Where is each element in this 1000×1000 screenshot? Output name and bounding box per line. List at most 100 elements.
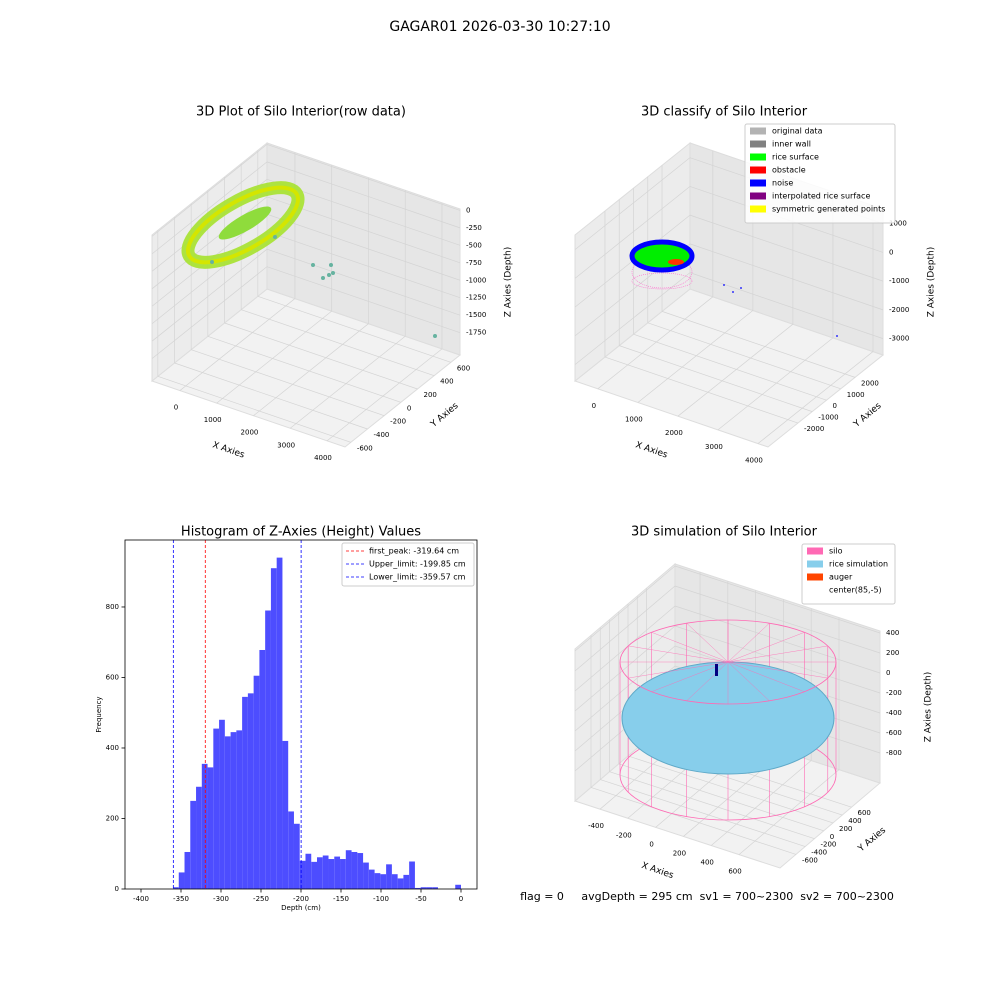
y-tick-label: 2000: [861, 379, 879, 387]
grid-line: [574, 186, 691, 279]
legend-swatch: [750, 153, 766, 161]
grid-line: [710, 760, 812, 846]
grid-line: [266, 161, 461, 229]
x-tick-label: 2000: [241, 429, 259, 437]
z-tick-label: -500: [466, 241, 482, 249]
grid-line: [574, 585, 676, 672]
bar: [305, 853, 312, 889]
y-tick-label: 1000: [847, 391, 865, 399]
grid-line: [266, 266, 461, 333]
grid-line: [674, 625, 881, 694]
bar: [270, 568, 277, 889]
grid-line: [674, 605, 881, 674]
grid-line: [574, 565, 676, 652]
auger: [715, 664, 718, 676]
y-tick-label: -400: [811, 849, 827, 857]
bar: [334, 856, 341, 889]
grid-line: [619, 345, 813, 412]
z-tick-label: -200: [886, 689, 902, 697]
bar: [207, 767, 214, 889]
x-tick-label: 1000: [204, 416, 222, 424]
legend-box: [341, 542, 475, 587]
legend-label: first_peak: -319.64 cm: [369, 547, 459, 556]
plot-3d: 3D simulation of Silo Interior-400-20002…: [573, 525, 934, 881]
legend-label: silo: [829, 547, 843, 556]
grid-line: [574, 605, 676, 692]
y-tick-label: -600: [802, 856, 818, 864]
bar: [178, 872, 185, 889]
x-tick-label: 3000: [705, 443, 723, 451]
legend-swatch: [750, 192, 766, 200]
grid-line: [674, 585, 881, 654]
y-tick-label: 0: [830, 833, 834, 841]
y-tick-label: 200: [424, 391, 437, 399]
z-tick-label: 0: [889, 248, 893, 256]
x-tick-label: 0: [174, 404, 178, 412]
legend-label: original data: [772, 127, 823, 136]
point: [732, 291, 734, 293]
x-tick-label: -200: [293, 895, 309, 903]
x-tick-label: 2000: [665, 429, 683, 437]
legend-label: obstacle: [772, 166, 806, 175]
bar: [317, 857, 323, 889]
grid-line: [266, 231, 461, 299]
bar: [213, 728, 220, 889]
x-tick-label: 600: [728, 868, 741, 876]
point: [321, 276, 325, 280]
grid-line: [257, 296, 451, 363]
point: [311, 263, 315, 267]
plot-title: 3D Plot of Silo Interior(row data): [196, 105, 406, 120]
grid-line: [216, 310, 332, 404]
legend-swatch: [807, 586, 823, 594]
bar: [409, 861, 415, 889]
grid-line: [689, 243, 884, 311]
y-tick-label: 0: [832, 402, 836, 410]
point: [433, 334, 437, 338]
grid-line: [757, 351, 874, 444]
x-tick-label: 400: [701, 859, 714, 867]
grid-line: [600, 779, 806, 847]
legend-label: inner wall: [772, 140, 811, 149]
grid-line: [618, 763, 824, 832]
x-tick-label: -200: [616, 831, 632, 839]
x-tick-label: -300: [213, 895, 229, 903]
grid-line: [253, 323, 369, 416]
z-tick-label: 1000: [889, 220, 907, 228]
grid-line: [590, 787, 797, 855]
bar: [190, 800, 197, 889]
legend-label: interpolated rice surface: [772, 192, 870, 201]
legend-label: center(85,-5): [829, 586, 882, 595]
grid-line: [677, 323, 794, 417]
roof-mesh: [727, 661, 805, 692]
y-axis-label: Frequency: [95, 696, 103, 732]
plot-3d: 3D classify of Silo Interior 0 1000 2000 300…: [573, 105, 937, 465]
y-tick-label: -200: [390, 418, 406, 426]
grid-line: [689, 214, 884, 282]
bar: [173, 887, 179, 889]
grid-line: [326, 348, 443, 442]
plot-title: Histogram of Z-Axies (Height) Values: [181, 525, 421, 540]
grid-line: [661, 311, 856, 378]
z-axis-label: Z Axies (Depth): [927, 247, 937, 318]
point: [331, 271, 335, 275]
grid-line: [290, 335, 406, 429]
z-tick-label: -2000: [889, 306, 909, 314]
x-tick-label: -100: [373, 895, 389, 903]
z-tick-label: -1000: [466, 276, 486, 284]
bar: [196, 786, 202, 889]
z-tick-label: -750: [466, 259, 482, 267]
grid-line: [266, 248, 461, 316]
legend-label: rice simulation: [829, 560, 888, 569]
x-tick-label: 200: [673, 849, 686, 857]
bar: [403, 874, 410, 889]
plot-title: 3D classify of Silo Interior: [641, 105, 808, 120]
grid-line: [574, 625, 676, 712]
roof-mesh: [651, 632, 729, 663]
legend-swatch: [807, 560, 823, 568]
grid-line: [224, 322, 418, 390]
x-tick-label: 4000: [314, 454, 332, 462]
grid-line: [241, 309, 435, 376]
grid-line: [151, 144, 268, 237]
grid-line: [266, 213, 461, 281]
legend-label: noise: [772, 179, 793, 188]
